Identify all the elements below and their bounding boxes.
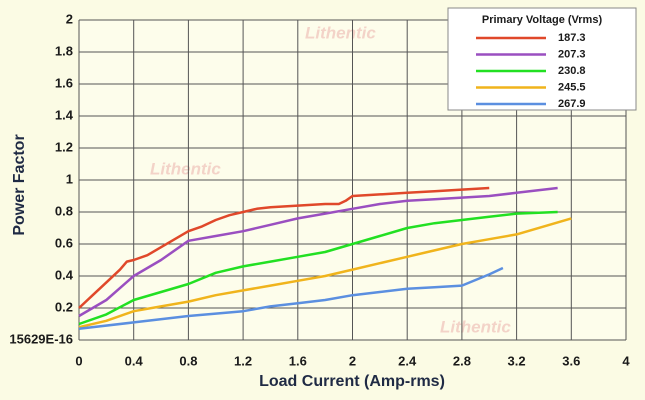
x-tick-label: 4 [622,353,630,368]
x-tick-label: 3.6 [562,353,580,368]
y-tick-label: 1.8 [55,43,73,58]
y-tick-label: 0.8 [55,203,73,218]
x-tick-label: 2.4 [398,353,417,368]
x-tick-label: 3.2 [508,353,526,368]
watermark: Lithentic [305,23,376,42]
watermark: Lithentic [150,159,221,178]
series-line [78,210,558,326]
x-tick-label: 1.2 [234,353,252,368]
x-axis-title: Load Current (Amp-rms) [259,373,445,390]
series-line [78,186,490,309]
y-tick-label: 15629E-16 [9,331,73,346]
legend-label: 230.8 [558,65,586,77]
x-tick-label: 0.4 [125,353,144,368]
y-tick-label: 0.2 [55,299,73,314]
legend-title: Primary Voltage (Vrms) [482,14,603,26]
series-line [78,266,504,331]
series-line [78,217,572,329]
x-tick-label: 2.8 [453,353,471,368]
y-tick-label: 2 [66,11,73,26]
x-tick-label: 2 [349,353,356,368]
y-tick-label: 1.4 [55,107,74,122]
legend-box [447,7,637,111]
legend-label: 267.9 [558,98,586,110]
x-tick-label: 0 [75,353,82,368]
y-tick-label: 1 [66,171,73,186]
y-tick-label: 0.6 [55,235,73,250]
legend-label: 207.3 [558,48,586,60]
y-axis-title: Power Factor [11,134,28,235]
y-tick-label: 1.2 [55,139,73,154]
legend-label: 187.3 [558,32,586,44]
x-tick-label: 1.6 [289,353,307,368]
series-line [78,186,558,318]
watermark: Lithentic [440,317,511,336]
x-tick-label: 0.8 [179,353,197,368]
y-tick-label: 0.4 [55,267,74,282]
legend-label: 245.5 [558,81,586,93]
y-tick-label: 1.6 [55,75,73,90]
